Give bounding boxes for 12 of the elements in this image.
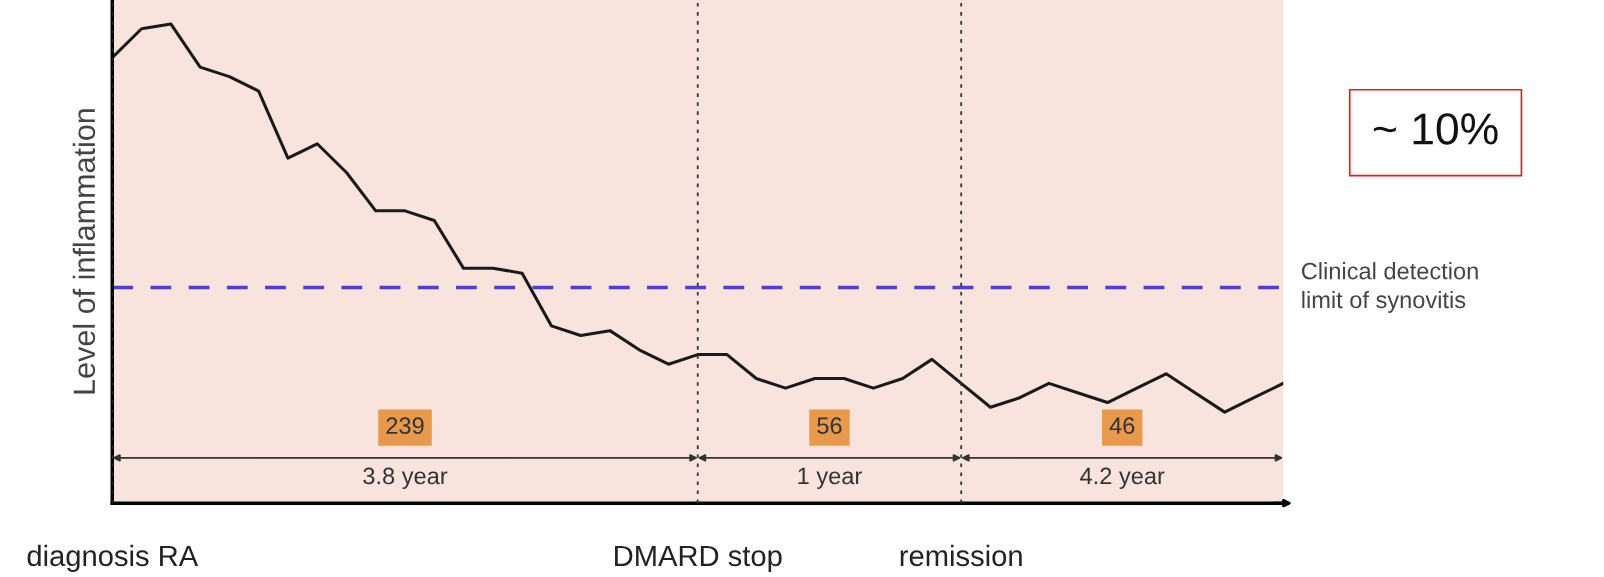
x-tick-label: remission xyxy=(900,544,1022,567)
annotation: 3.8 year xyxy=(363,467,448,489)
text: ~ 10% xyxy=(1373,113,1498,145)
annotation: 56 xyxy=(817,417,842,435)
x-tick-label: DMARD stop xyxy=(615,545,782,572)
annotation: 239 xyxy=(386,417,424,435)
x-tick-label: diagnosis RA xyxy=(27,544,199,572)
annotation: 46 xyxy=(1109,417,1135,435)
annotation: 1 year xyxy=(798,467,862,489)
ref-line-label: Clinical detection limit of synovitis xyxy=(1301,262,1478,313)
y-axis-title: Level of inflammation xyxy=(72,109,96,394)
annotation: 4.2 year xyxy=(1080,467,1165,489)
